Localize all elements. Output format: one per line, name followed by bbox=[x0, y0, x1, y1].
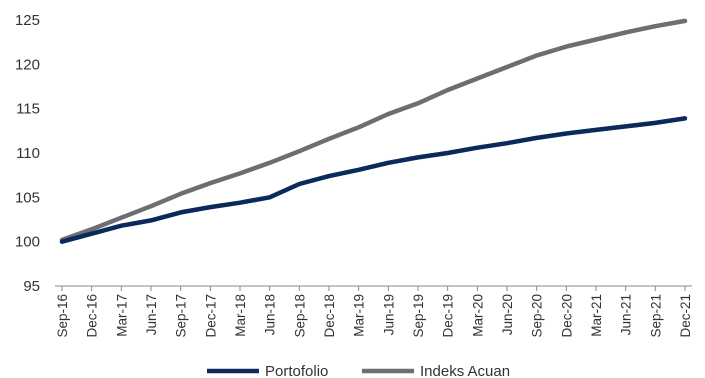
series-line-indeks-acuan bbox=[59, 18, 688, 243]
y-tick-label: 115 bbox=[16, 101, 40, 118]
x-tick-label: Mar-21 bbox=[589, 294, 604, 337]
y-axis: 95 100 105 110 115 120 125 bbox=[15, 12, 40, 295]
plot-lines bbox=[59, 18, 688, 244]
x-tick-label: Dec-19 bbox=[441, 294, 456, 338]
legend-label-portofolio: Portofolio bbox=[265, 363, 328, 378]
y-tick-label: 110 bbox=[16, 145, 40, 162]
x-tick-label: Sep-18 bbox=[292, 294, 307, 338]
x-tick-label: Dec-18 bbox=[322, 294, 337, 338]
x-tick-label: Sep-17 bbox=[174, 294, 189, 338]
y-tick-label: 100 bbox=[15, 234, 40, 251]
x-tick-label: Jun-20 bbox=[500, 294, 515, 335]
x-tick-label: Dec-16 bbox=[85, 294, 100, 338]
legend: Portofolio Indeks Acuan bbox=[207, 363, 510, 378]
y-tick-label: 125 bbox=[15, 12, 40, 29]
x-tick-label: Jun-18 bbox=[263, 294, 278, 335]
x-tick-label: Mar-20 bbox=[470, 294, 485, 337]
x-tick-label: Mar-18 bbox=[233, 294, 248, 337]
x-tick-label: Dec-21 bbox=[678, 294, 693, 338]
x-tick-label: Jun-19 bbox=[381, 294, 396, 335]
y-tick-label: 95 bbox=[23, 278, 40, 295]
x-axis: Sep-16 Dec-16 Mar-17 Jun-17 Sep-17 Dec-17 Mar-… bbox=[55, 285, 693, 338]
y-tick-label: 105 bbox=[15, 189, 40, 206]
x-tick-label: Jun-21 bbox=[619, 294, 634, 335]
x-tick-label: Mar-17 bbox=[114, 294, 129, 337]
x-tick-label: Sep-16 bbox=[55, 294, 70, 338]
x-tick-label: Jun-17 bbox=[144, 294, 159, 335]
x-tick-label: Sep-20 bbox=[530, 294, 545, 338]
x-tick-label: Mar-19 bbox=[352, 294, 367, 337]
x-tick-label: Dec-17 bbox=[203, 294, 218, 338]
x-tick-label: Sep-19 bbox=[411, 294, 426, 338]
series-line-portofolio bbox=[59, 116, 688, 244]
x-tick-label: Sep-21 bbox=[648, 294, 663, 338]
x-tick-label: Dec-20 bbox=[559, 294, 574, 338]
legend-label-indeks-acuan: Indeks Acuan bbox=[420, 363, 510, 378]
y-tick-label: 120 bbox=[15, 56, 40, 73]
